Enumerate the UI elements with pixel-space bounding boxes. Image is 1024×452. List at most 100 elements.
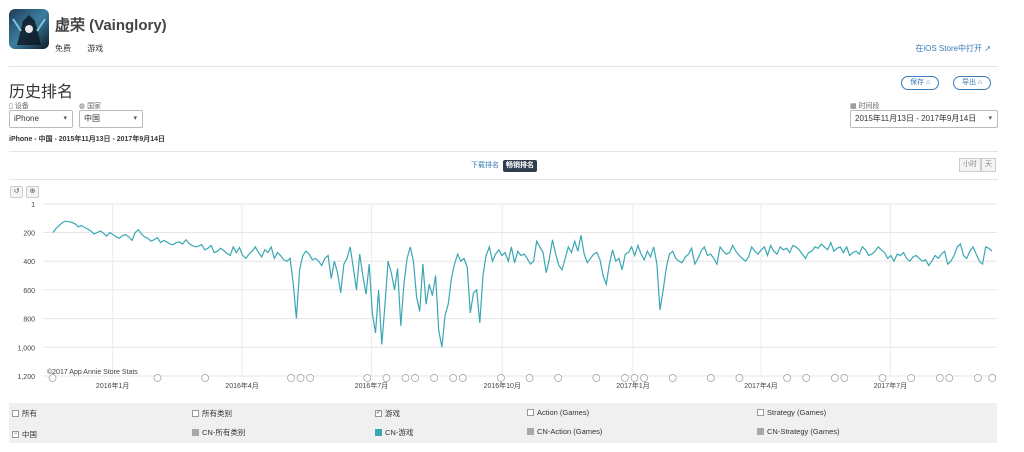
event-marker <box>48 374 57 382</box>
event-marker <box>525 374 534 382</box>
event-marker <box>296 374 305 382</box>
event-marker <box>830 374 839 382</box>
caret-down-icon: ▾ <box>988 115 992 122</box>
legend-action-checkbox[interactable]: Action (Games) <box>527 408 589 417</box>
event-marker <box>363 374 372 382</box>
lock-icon: ⌂ <box>925 79 931 86</box>
event-marker <box>974 374 982 382</box>
series-cn-strategy[interactable]: CN-Strategy (Games) <box>757 427 840 436</box>
app-title: 虚荣 (Vainglory) <box>55 17 167 34</box>
checkmark-icon: ✓ <box>375 410 382 417</box>
granularity-toggle: 小时 天 <box>959 158 996 172</box>
event-marker <box>706 374 715 382</box>
event-marker <box>640 374 648 382</box>
legend-strategy-label: Strategy (Games) <box>767 408 827 417</box>
event-marker <box>287 374 295 382</box>
event-marker <box>411 374 419 382</box>
event-marker <box>935 374 944 382</box>
y-tick-label: 1,200 <box>17 374 35 381</box>
series-cn-all[interactable]: CN-所有类别 <box>192 427 245 438</box>
checkbox-icon <box>192 410 199 417</box>
device-select[interactable]: iPhone ▾ <box>9 110 73 128</box>
period-value: 2015年11月13日 - 2017年9月14日 <box>855 114 977 123</box>
legend-action-label: Action (Games) <box>537 408 590 417</box>
device-label: 设备 <box>14 103 29 110</box>
period-label-wrap: ▦ 时间段 <box>850 101 880 111</box>
header-divider <box>9 66 998 67</box>
series-swatch <box>757 428 764 435</box>
day-button[interactable]: 天 <box>981 158 996 172</box>
legend-games-checkbox[interactable]: ✓ 游戏 <box>375 408 400 419</box>
y-axis-ticks: 1 200 400 600 800 1,000 1,200 <box>17 202 35 381</box>
globe-icon: ◍ <box>79 103 88 110</box>
page-title: 历史排名 <box>9 84 74 101</box>
app-icon <box>9 9 49 49</box>
save-label: 保存 <box>910 79 924 86</box>
legend-all-label: 所有 <box>22 409 37 418</box>
series-swatch <box>527 428 534 435</box>
tab-revenue-rank[interactable]: 畅销排名 <box>503 160 537 172</box>
zoom-icon[interactable]: ⊕ <box>26 186 39 198</box>
series-cn-games[interactable]: CN-游戏 <box>375 427 413 438</box>
checkbox-icon <box>12 410 19 417</box>
event-marker <box>668 374 677 382</box>
period-select[interactable]: 2015年11月13日 - 2017年9月14日 ▾ <box>850 110 998 128</box>
event-marker <box>907 374 915 382</box>
breadcrumb: iPhone - 中国 - 2015年11月13日 - 2017年9月14日 <box>9 136 166 143</box>
open-store-link[interactable]: 在iOS Store中打开 ↗ <box>915 43 991 54</box>
reset-zoom-icon[interactable]: ↺ <box>10 186 23 198</box>
country-select[interactable]: 中国 ▾ <box>79 110 143 128</box>
series-cn-action-label: CN-Action (Games) <box>537 427 603 436</box>
legend-strategy-checkbox[interactable]: Strategy (Games) <box>757 408 826 417</box>
series-swatch <box>375 429 382 436</box>
event-marker <box>630 374 639 382</box>
calendar-icon: ▦ <box>850 103 859 110</box>
checkbox-icon <box>527 409 534 416</box>
event-marker <box>592 374 601 382</box>
series-swatch <box>192 429 199 436</box>
open-store-label: 在iOS Store中打开 <box>915 44 983 53</box>
event-marker <box>382 374 391 382</box>
event-marker <box>988 374 997 382</box>
app-category: 游戏 <box>87 44 104 53</box>
device-value: iPhone <box>14 114 39 123</box>
legend-all-checkbox[interactable]: 所有 <box>12 408 37 419</box>
x-tick-label: 2016年1月 <box>96 381 129 390</box>
country-value: 中国 <box>84 114 100 123</box>
series-cn-games-label: CN-游戏 <box>385 428 414 437</box>
period-label: 时间段 <box>858 103 880 110</box>
series-cn-action[interactable]: CN-Action (Games) <box>527 427 602 436</box>
event-marker <box>201 374 210 382</box>
event-marker <box>449 374 458 382</box>
y-tick-label: 1 <box>31 202 35 209</box>
series-line-cn-games <box>52 220 993 348</box>
country-label-wrap: ◍ 国家 <box>79 101 101 111</box>
chart-grid <box>43 203 997 377</box>
event-marker <box>878 374 887 382</box>
series-cn-all-label: CN-所有类别 <box>202 428 246 437</box>
x-tick-label: 2016年4月 <box>225 381 258 390</box>
legend-country-china[interactable]: − 中国 <box>12 429 37 440</box>
lock-icon: ⌂ <box>977 79 983 86</box>
hour-button[interactable]: 小时 <box>959 158 981 172</box>
external-link-icon: ↗ <box>984 44 991 53</box>
y-tick-label: 800 <box>23 317 35 324</box>
event-marker <box>783 374 791 382</box>
legend-games-label: 游戏 <box>385 409 400 418</box>
checkbox-icon <box>757 409 764 416</box>
y-tick-label: 200 <box>23 231 35 238</box>
filter-divider <box>9 151 998 152</box>
export-label: 导出 <box>962 79 976 86</box>
tab-download-rank[interactable]: 下载排名 <box>471 162 499 169</box>
event-marker <box>621 374 629 382</box>
country-label: 国家 <box>87 103 102 110</box>
y-tick-label: 1,000 <box>17 345 35 352</box>
export-button[interactable]: 导出 ⌂ <box>953 76 992 90</box>
save-button[interactable]: 保存 ⌂ <box>901 76 940 90</box>
event-markers <box>48 374 997 382</box>
x-tick-label: 2016年10月 <box>484 381 521 390</box>
legend-all-categories-checkbox[interactable]: 所有类别 <box>192 408 232 419</box>
legend-panel: 所有 所有类别 ✓ 游戏 Action (Games) Strategy (Gam… <box>9 403 997 443</box>
event-marker <box>945 374 954 382</box>
